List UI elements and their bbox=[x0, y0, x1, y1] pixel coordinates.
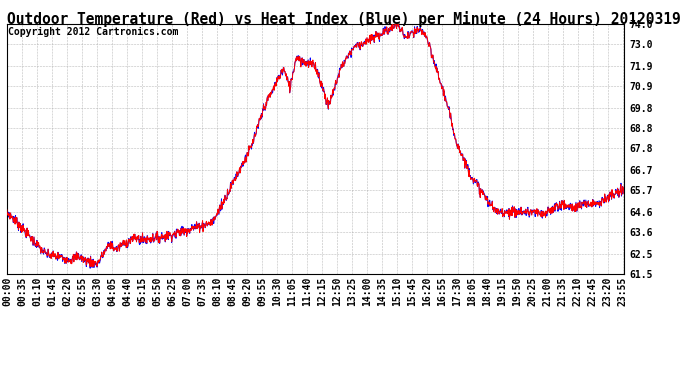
Text: Copyright 2012 Cartronics.com: Copyright 2012 Cartronics.com bbox=[8, 27, 179, 37]
Text: Outdoor Temperature (Red) vs Heat Index (Blue) per Minute (24 Hours) 20120319: Outdoor Temperature (Red) vs Heat Index … bbox=[7, 11, 680, 27]
